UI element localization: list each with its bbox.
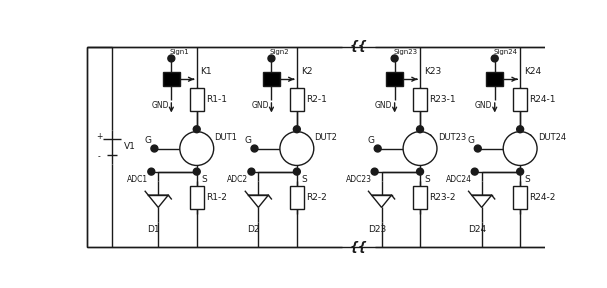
Text: ADC24: ADC24	[446, 175, 472, 185]
Text: S: S	[202, 175, 207, 185]
Bar	[486, 72, 503, 86]
Circle shape	[491, 55, 498, 62]
Text: G: G	[468, 137, 475, 145]
Circle shape	[517, 126, 524, 133]
Circle shape	[180, 132, 214, 166]
Circle shape	[517, 168, 524, 175]
Circle shape	[503, 132, 537, 166]
Text: ADC1: ADC1	[127, 175, 148, 185]
Bar	[290, 186, 304, 209]
Text: K1: K1	[200, 67, 212, 76]
Text: ADC23: ADC23	[345, 175, 371, 185]
Circle shape	[403, 132, 437, 166]
Text: R1-2: R1-2	[206, 193, 227, 202]
Text: R2-2: R2-2	[306, 193, 327, 202]
Text: D24: D24	[468, 225, 486, 234]
Text: D2: D2	[248, 225, 260, 234]
Text: G: G	[368, 137, 375, 145]
Circle shape	[371, 168, 378, 175]
Bar	[163, 72, 180, 86]
Polygon shape	[371, 195, 392, 207]
Bar	[386, 72, 403, 86]
Text: GND: GND	[151, 101, 169, 110]
Polygon shape	[248, 195, 268, 207]
Text: S: S	[525, 175, 531, 185]
Text: D1: D1	[148, 225, 160, 234]
Text: +: +	[96, 132, 102, 141]
Text: D: D	[302, 134, 308, 143]
Circle shape	[168, 55, 175, 62]
Text: {{: {{	[350, 40, 367, 53]
Circle shape	[193, 126, 200, 133]
Text: R1-1: R1-1	[206, 95, 227, 104]
Circle shape	[293, 126, 300, 133]
Circle shape	[375, 145, 381, 152]
Text: D: D	[525, 134, 532, 143]
Text: G: G	[144, 137, 151, 145]
Text: S: S	[302, 175, 307, 185]
Text: D: D	[202, 134, 208, 143]
Bar	[263, 72, 280, 86]
Circle shape	[248, 168, 255, 175]
Bar	[190, 186, 204, 209]
Text: D: D	[425, 134, 432, 143]
Text: S: S	[425, 175, 430, 185]
Polygon shape	[148, 195, 168, 207]
Text: {{: {{	[350, 240, 367, 253]
Text: D23: D23	[368, 225, 386, 234]
Bar	[190, 88, 204, 111]
Text: Sign23: Sign23	[393, 49, 417, 55]
Text: R2-1: R2-1	[306, 95, 327, 104]
Text: R24-1: R24-1	[529, 95, 556, 104]
Text: K23: K23	[424, 67, 441, 76]
Text: DUT1: DUT1	[214, 133, 237, 142]
Bar	[513, 88, 527, 111]
Text: GND: GND	[251, 101, 269, 110]
Text: V1: V1	[124, 143, 136, 151]
Circle shape	[151, 145, 158, 152]
Bar	[513, 186, 527, 209]
Text: Sign1: Sign1	[170, 49, 189, 55]
Circle shape	[391, 55, 398, 62]
Circle shape	[280, 132, 314, 166]
Circle shape	[416, 168, 424, 175]
Text: G: G	[245, 137, 251, 145]
Text: GND: GND	[375, 101, 392, 110]
Text: DUT2: DUT2	[314, 133, 337, 142]
Circle shape	[251, 145, 258, 152]
Text: GND: GND	[475, 101, 492, 110]
Circle shape	[471, 168, 478, 175]
Text: R24-2: R24-2	[529, 193, 556, 202]
Text: Sign24: Sign24	[493, 49, 517, 55]
Text: DUT24: DUT24	[538, 133, 566, 142]
Text: ADC2: ADC2	[227, 175, 248, 185]
Circle shape	[148, 168, 155, 175]
Circle shape	[268, 55, 275, 62]
Text: R23-1: R23-1	[429, 95, 456, 104]
Text: K24: K24	[524, 67, 541, 76]
Text: K2: K2	[300, 67, 312, 76]
Circle shape	[193, 168, 200, 175]
Bar	[413, 88, 427, 111]
Text: Sign2: Sign2	[270, 49, 290, 55]
Circle shape	[474, 145, 481, 152]
Text: DUT23: DUT23	[438, 133, 466, 142]
Polygon shape	[472, 195, 492, 207]
Circle shape	[416, 126, 424, 133]
Circle shape	[293, 168, 300, 175]
Bar	[413, 186, 427, 209]
Text: R23-2: R23-2	[429, 193, 456, 202]
Text: -: -	[98, 152, 100, 162]
Bar	[290, 88, 304, 111]
